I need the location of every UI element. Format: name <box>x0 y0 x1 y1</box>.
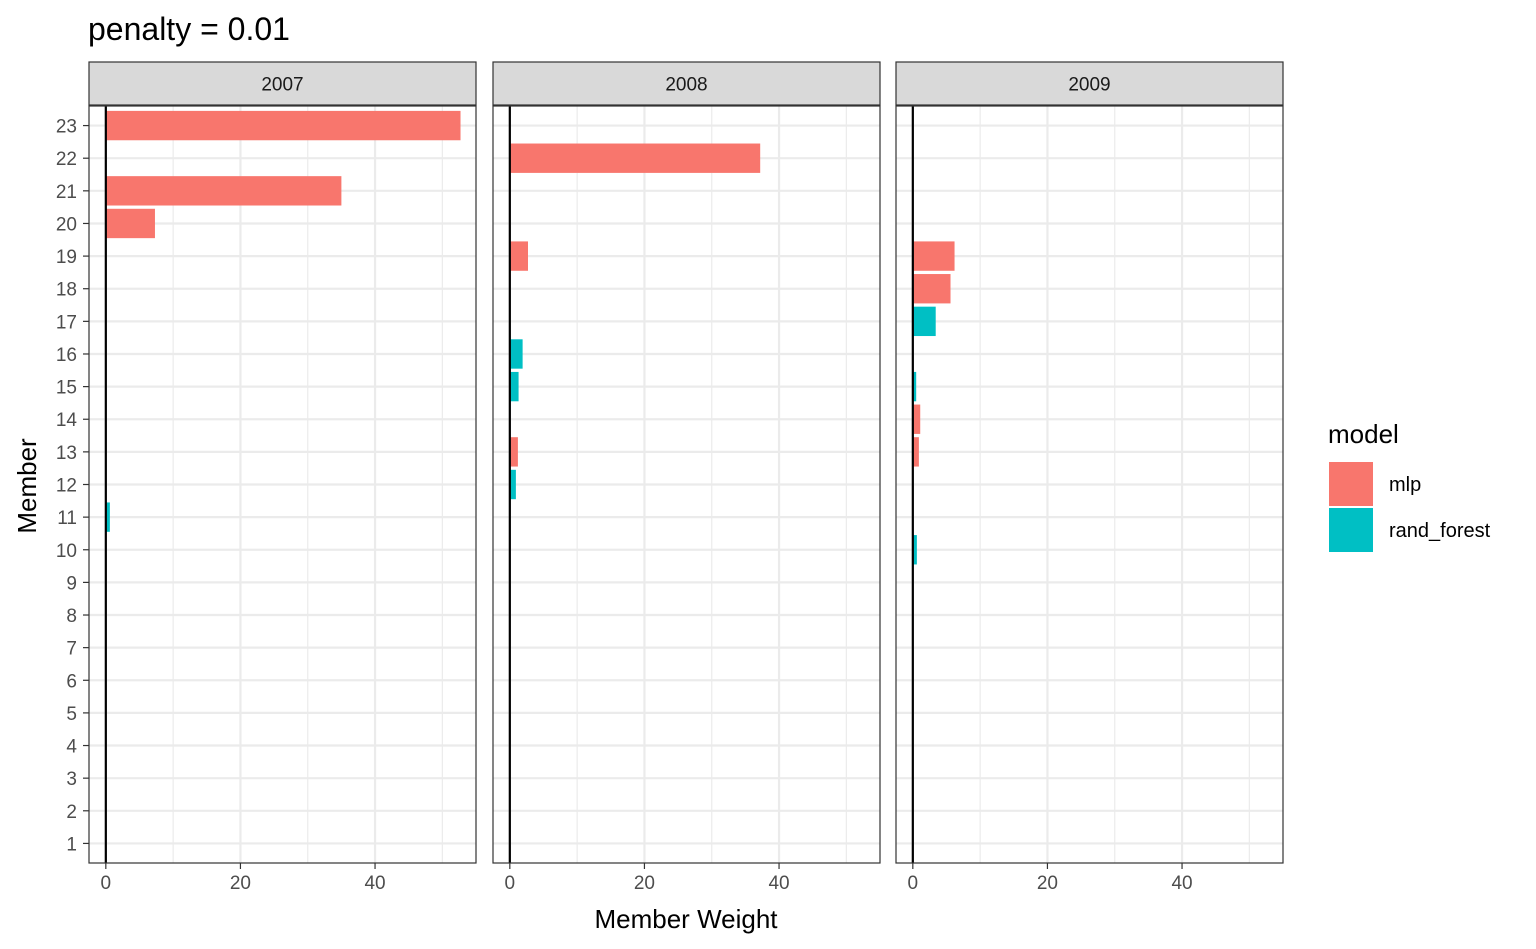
x-axis-title: Member Weight <box>594 904 778 934</box>
facet-strip <box>492 61 881 106</box>
panel-border <box>895 105 1284 864</box>
bar-member-10-rand_forest <box>912 535 917 565</box>
bar-member-18-mlp <box>912 274 951 304</box>
facet-strip-label: 2008 <box>665 75 707 96</box>
facet-panel-2008: 2008 0 20 40 <box>492 61 881 894</box>
y-tick-label: 7 <box>66 639 77 660</box>
y-tick-label: 11 <box>57 508 77 529</box>
facet-panels: 2007 0 20 40 2008 0 20 40 2009 0 20 40 <box>88 61 1284 894</box>
facet-strip <box>895 61 1284 106</box>
bar-member-17-rand_forest <box>912 306 936 337</box>
y-tick-label: 14 <box>56 410 78 431</box>
x-tick-label: 40 <box>1171 873 1192 894</box>
y-tick-label: 8 <box>66 606 77 627</box>
legend-label-mlp: mlp <box>1389 474 1421 496</box>
bar-member-13-mlp <box>912 437 919 467</box>
x-tick-label: 0 <box>505 873 516 894</box>
bar-member-20-mlp <box>105 208 155 239</box>
y-tick-label: 4 <box>66 737 77 758</box>
y-tick-label: 10 <box>56 541 77 562</box>
x-tick-label: 40 <box>364 873 385 894</box>
x-tick-label: 20 <box>1037 873 1058 894</box>
y-tick-label: 17 <box>56 312 77 333</box>
bar-member-19-mlp <box>912 241 955 271</box>
bar-member-23-mlp <box>105 110 461 141</box>
y-tick-label: 21 <box>56 182 77 203</box>
bar-member-21-mlp <box>105 176 342 206</box>
y-tick-label: 16 <box>56 345 77 366</box>
legend-key-mlp <box>1329 462 1373 506</box>
bar-member-11-rand_forest <box>105 502 110 532</box>
y-axis-title: Member <box>12 438 42 534</box>
y-tick-label: 5 <box>66 704 77 725</box>
x-tick-label: 20 <box>634 873 655 894</box>
x-tick-label: 0 <box>908 873 919 894</box>
facet-strip-label: 2009 <box>1068 75 1110 96</box>
legend-title: model <box>1328 419 1399 449</box>
bar-member-12-rand_forest <box>509 469 516 500</box>
facet-strip <box>88 61 477 106</box>
y-tick-label: 12 <box>56 476 77 497</box>
facet-strip-label: 2007 <box>261 75 303 96</box>
legend: model mlp rand_forest <box>1328 419 1491 552</box>
legend-key-rand_forest <box>1329 508 1373 552</box>
bar-member-15-rand_forest <box>509 371 519 402</box>
y-tick-label: 9 <box>66 573 77 594</box>
y-tick-label: 13 <box>56 443 77 464</box>
y-tick-label: 19 <box>56 247 77 268</box>
bar-member-13-mlp <box>509 437 518 467</box>
x-tick-label: 20 <box>230 873 251 894</box>
y-tick-label: 2 <box>66 802 77 823</box>
facet-panel-2007: 2007 0 20 40 <box>88 61 477 894</box>
bar-member-14-mlp <box>912 404 921 434</box>
bar-member-16-rand_forest <box>509 339 523 369</box>
bar-member-15-rand_forest <box>912 371 917 402</box>
y-tick-label: 18 <box>56 280 77 301</box>
y-tick-label: 20 <box>56 214 77 235</box>
x-tick-label: 0 <box>101 873 112 894</box>
y-tick-label: 15 <box>56 378 77 399</box>
facet-panel-2009: 2009 0 20 40 <box>895 61 1284 894</box>
y-tick-label: 1 <box>66 834 77 855</box>
y-tick-label: 3 <box>66 769 77 790</box>
x-tick-label: 40 <box>768 873 789 894</box>
y-tick-label: 23 <box>56 117 77 138</box>
bar-member-22-mlp <box>509 143 761 173</box>
y-tick-label: 6 <box>66 671 77 692</box>
chart-title: penalty = 0.01 <box>88 11 290 47</box>
y-tick-label: 22 <box>56 149 77 170</box>
legend-label-rand_forest: rand_forest <box>1389 520 1491 542</box>
panel-border <box>492 105 881 864</box>
bar-member-19-mlp <box>509 241 528 271</box>
